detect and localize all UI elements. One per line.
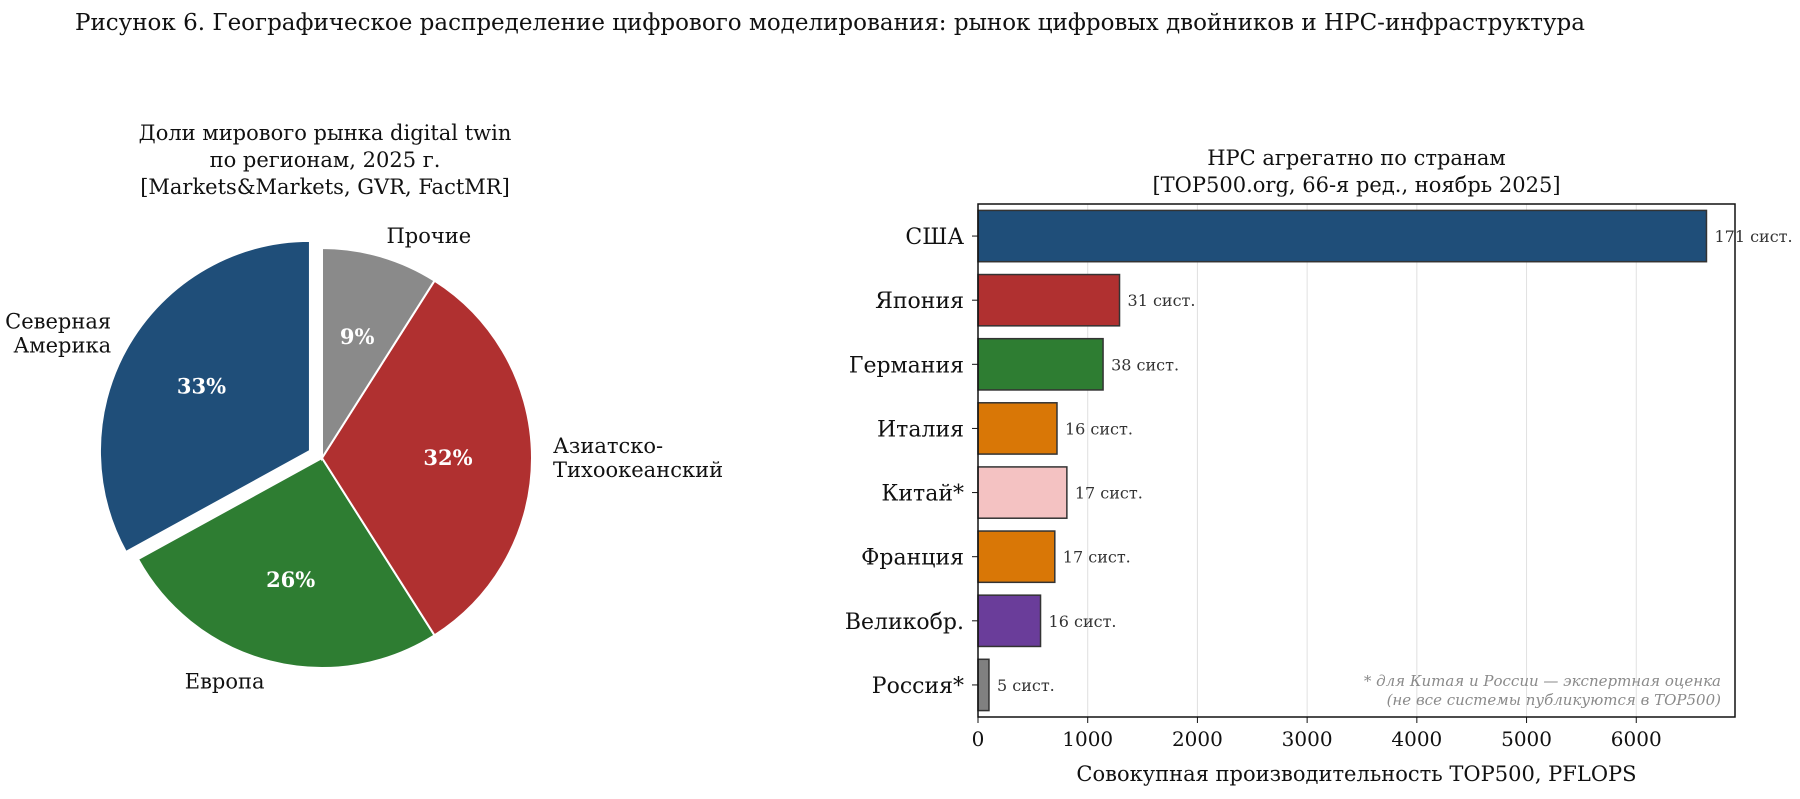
y-tick-label: Италия <box>877 417 964 442</box>
pie-title-line: по регионам, 2025 г. <box>210 148 441 172</box>
bar <box>977 402 1058 455</box>
bar-title-line: HPC агрегатно по странам <box>1207 146 1506 170</box>
y-tick-label: США <box>905 225 964 250</box>
x-axis-label: Совокупная производительность TOP500, PF… <box>1076 762 1636 786</box>
y-tick-label: Великобр. <box>845 610 964 635</box>
bar-data-label: 17 сист. <box>1063 548 1131 567</box>
bar-data-label: 31 сист. <box>1128 291 1196 310</box>
x-tick-label: 0 <box>972 727 985 751</box>
pie-title-line: [Markets&Markets, GVR, FactMR] <box>140 175 510 199</box>
pie-title-line: Доли мирового рынка digital twin <box>139 121 512 145</box>
bar-data-label: 171 сист. <box>1714 227 1792 246</box>
bar <box>977 530 1056 584</box>
bar-data-label: 5 сист. <box>997 676 1055 695</box>
pie-slice-label: Америка <box>13 333 111 357</box>
y-tick-label: Франция <box>861 546 964 571</box>
x-tick-label: 3000 <box>1282 727 1333 751</box>
figure-title: Рисунок 6. Географическое распределение … <box>75 10 1585 36</box>
pie-pct-label: 32% <box>423 445 472 470</box>
y-tick-label: Германия <box>849 353 964 378</box>
bar-title-line: [TOP500.org, 66-я ред., ноябрь 2025] <box>1152 173 1560 197</box>
pie-slice <box>321 246 436 462</box>
plot-frame <box>977 203 1736 718</box>
x-tick-label: 4000 <box>1391 727 1442 751</box>
pie-slice <box>320 279 533 637</box>
bar-chart: HPC агрегатно по странам [TOP500.org, 66-… <box>845 146 1793 786</box>
bar-data-label: 38 сист. <box>1111 355 1179 374</box>
pie-chart: Доли мирового рынка digital twin по регио… <box>5 121 723 694</box>
x-tick-label: 1000 <box>1062 727 1113 751</box>
bar-data-label: 16 сист. <box>1065 419 1133 438</box>
pie-slice-label: Тихоокеанский <box>553 458 723 482</box>
pie-slice-label: Северная <box>5 309 111 333</box>
y-tick-label: Россия* <box>872 674 964 699</box>
pie-pct-label: 26% <box>266 567 315 592</box>
pie-slice-label: Европа <box>185 670 265 694</box>
pie-pct-label: 33% <box>177 374 226 399</box>
bar <box>977 337 1104 391</box>
y-tick-label: Китай* <box>881 482 964 507</box>
x-tick-label: 6000 <box>1611 727 1662 751</box>
footnote-line: (не все системы публикуются в TOP500) <box>1387 691 1722 709</box>
footnote-line: * для Китая и России — экспертная оценка <box>1364 672 1721 690</box>
y-tick-label: Япония <box>875 289 964 314</box>
pie-slice <box>98 239 311 554</box>
bar <box>977 209 1708 263</box>
x-tick-label: 5000 <box>1501 727 1552 751</box>
pie-slice <box>136 456 436 669</box>
bar-data-label: 17 сист. <box>1075 484 1143 503</box>
x-tick-label: 2000 <box>1172 727 1223 751</box>
pie-slice-label: Прочие <box>386 224 471 248</box>
bar <box>977 594 1042 648</box>
pie-slice-label: Азиатско- <box>553 434 663 458</box>
bar-data-label: 16 сист. <box>1049 612 1117 631</box>
pie-pct-label: 9% <box>340 324 375 349</box>
bar <box>977 466 1068 519</box>
bar <box>977 658 990 712</box>
bar <box>977 273 1121 327</box>
